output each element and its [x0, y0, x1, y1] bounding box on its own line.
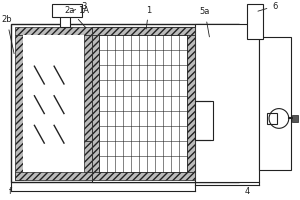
Bar	[92, 35, 100, 172]
Text: 6: 6	[258, 2, 278, 11]
Bar	[195, 101, 213, 140]
Bar	[267, 113, 277, 124]
Bar	[259, 37, 291, 170]
Bar	[60, 10, 70, 27]
Bar	[195, 24, 259, 182]
Text: 3: 3	[72, 2, 86, 11]
Bar	[92, 27, 195, 182]
Bar	[92, 172, 195, 180]
Bar	[15, 172, 92, 180]
Bar	[15, 35, 22, 180]
Text: 2b: 2b	[2, 15, 14, 54]
Text: 4: 4	[245, 187, 250, 196]
Bar	[15, 27, 92, 35]
Text: 5a: 5a	[200, 7, 210, 37]
Text: f: f	[9, 187, 12, 196]
Text: 1: 1	[146, 6, 152, 29]
Bar	[92, 27, 195, 35]
Bar	[84, 35, 92, 141]
Bar	[187, 35, 195, 172]
Bar	[292, 115, 298, 122]
Bar	[22, 35, 84, 172]
Bar	[11, 24, 239, 182]
Text: 2a: 2a	[65, 6, 86, 28]
Text: 1A: 1A	[78, 6, 89, 15]
Bar	[248, 4, 263, 39]
Bar	[52, 4, 82, 17]
Bar	[84, 141, 92, 172]
